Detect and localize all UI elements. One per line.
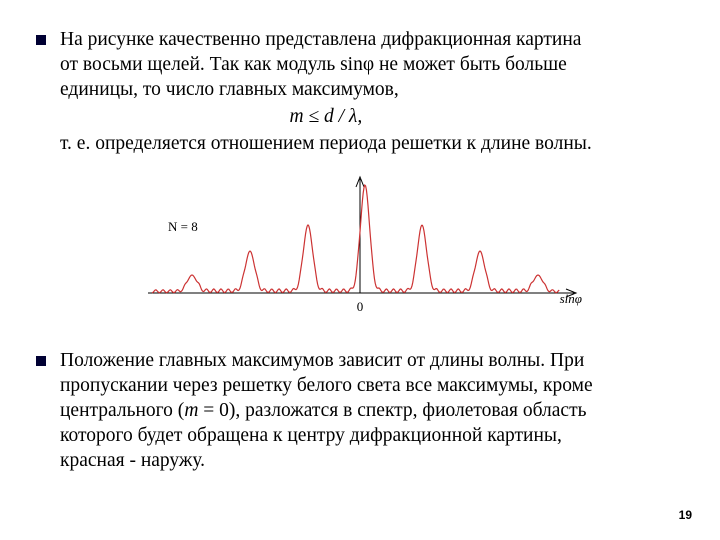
p2-line4: которого будет обращена к центру дифракц… <box>60 425 562 446</box>
page-number: 19 <box>679 508 692 522</box>
p1-line2: от восьми щелей. Так как модуль sinφ не … <box>60 54 567 75</box>
p2-line2: пропускании через решетку белого света в… <box>60 375 593 396</box>
diffraction-chart: N = 8 0 sinφ <box>140 175 580 325</box>
chart-zero-label: 0 <box>357 299 364 315</box>
formula-1: m ≤ d / λ, <box>60 105 592 130</box>
p1-line4: т. е. определяется отношением периода ре… <box>60 133 592 154</box>
bullet-square-1 <box>36 35 46 45</box>
p1-line3: единицы, то число главных максимумов, <box>60 79 399 100</box>
p2-line3: центрального (m = 0), разложатся в спект… <box>60 400 587 421</box>
bullet-item-1: На рисунке качественно представлена дифр… <box>36 28 684 157</box>
chart-x-label: sinφ <box>560 291 582 307</box>
p2-line5: красная - наружу. <box>60 450 205 471</box>
paragraph-1: На рисунке качественно представлена дифр… <box>60 28 592 157</box>
p1-line1: На рисунке качественно представлена дифр… <box>60 29 581 50</box>
paragraph-2: Положение главных максимумов зависит от … <box>60 349 593 474</box>
bullet-item-2: Положение главных максимумов зависит от … <box>36 349 684 474</box>
chart-n-label: N = 8 <box>168 219 198 235</box>
p2-line1: Положение главных максимумов зависит от … <box>60 350 584 371</box>
bullet-square-2 <box>36 356 46 366</box>
